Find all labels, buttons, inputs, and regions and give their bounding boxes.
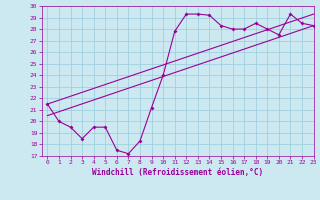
- X-axis label: Windchill (Refroidissement éolien,°C): Windchill (Refroidissement éolien,°C): [92, 168, 263, 177]
